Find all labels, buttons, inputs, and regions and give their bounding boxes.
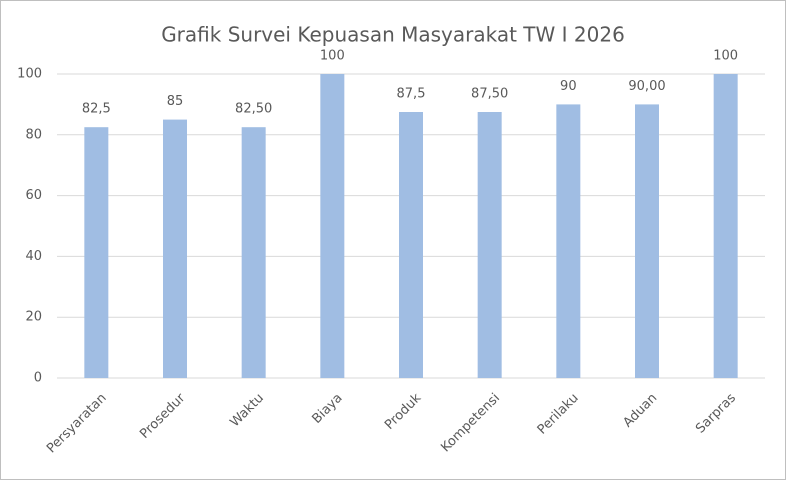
- bar: [163, 119, 187, 378]
- y-tick-label: 60: [25, 188, 42, 203]
- bar: [713, 74, 738, 378]
- value-label: 87,5: [397, 87, 426, 102]
- bar: [241, 127, 266, 378]
- bar: [84, 127, 109, 378]
- value-label: 90,00: [628, 79, 665, 94]
- bar: [556, 104, 581, 379]
- value-label: 100: [320, 49, 345, 64]
- value-label: 82,50: [235, 102, 272, 117]
- bar: [635, 104, 659, 379]
- bar: [477, 112, 502, 378]
- y-tick-label: 80: [25, 127, 42, 142]
- y-tick-label: 40: [25, 249, 42, 264]
- y-tick-label: 100: [17, 67, 42, 82]
- value-label: 85: [167, 94, 184, 109]
- bar: [399, 112, 423, 378]
- y-tick-label: 0: [34, 371, 42, 386]
- chart-title: Grafik Survei Kepuasan Masyarakat TW I 2…: [161, 23, 625, 47]
- value-label: 100: [713, 49, 738, 64]
- value-label: 90: [560, 79, 577, 94]
- y-tick-label: 20: [25, 310, 42, 325]
- value-label: 82,5: [82, 102, 111, 117]
- value-label: 87,50: [471, 87, 508, 102]
- bar: [320, 74, 345, 378]
